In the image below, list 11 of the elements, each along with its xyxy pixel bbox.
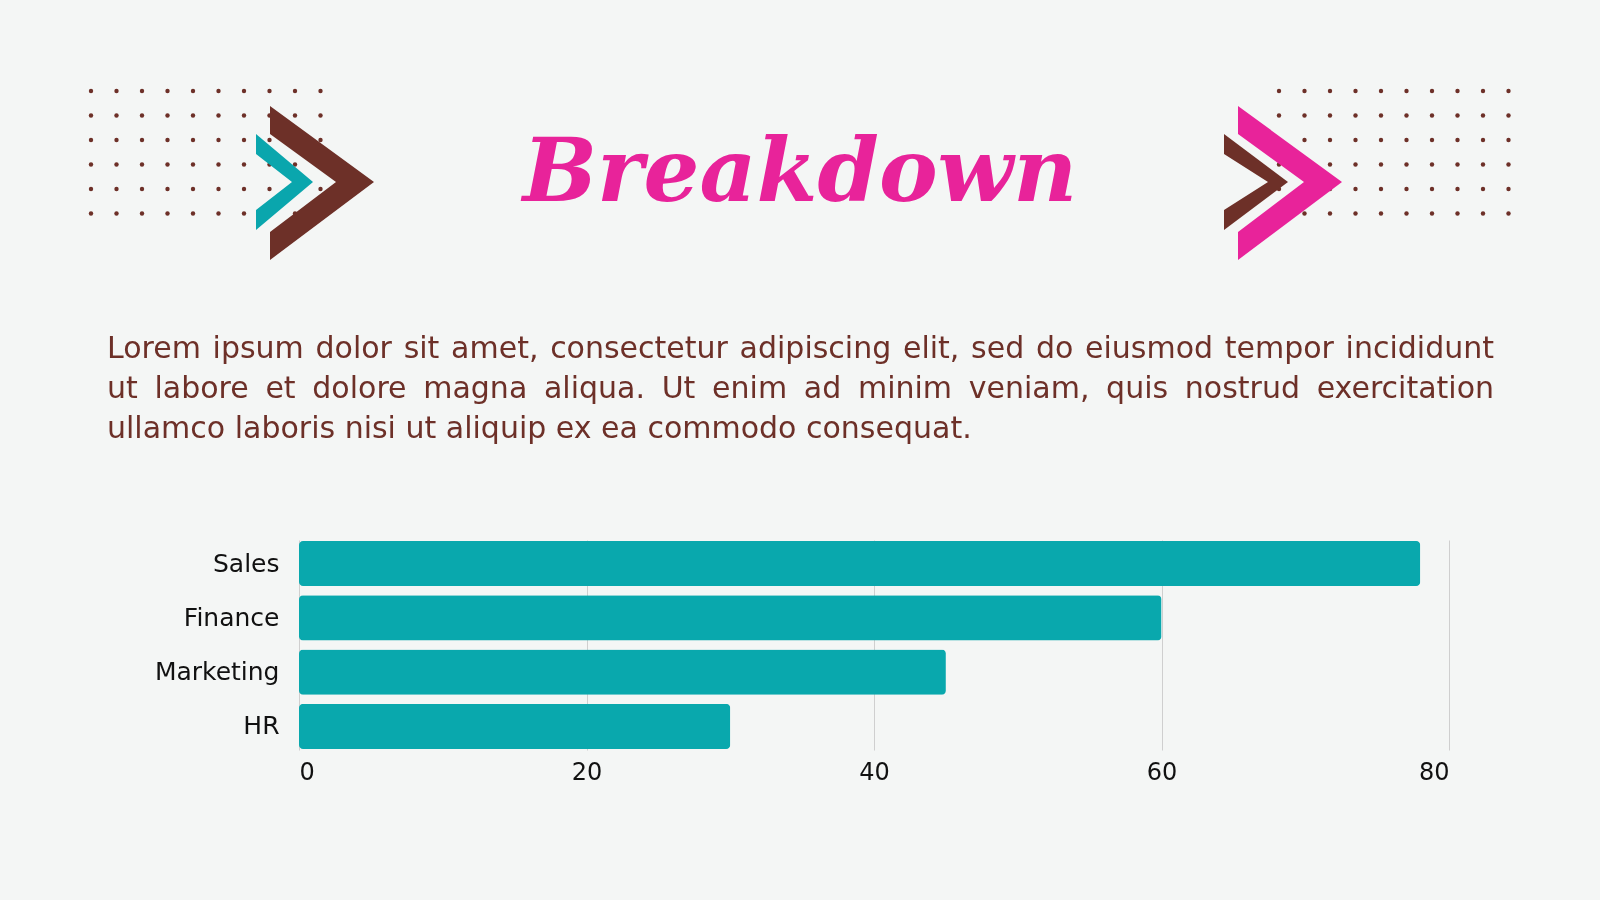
y-tick-label: Sales (212, 548, 280, 578)
y-tick-label: Finance (183, 602, 280, 632)
chart-subtitle: Lorem ipsum dolor sit amet, consectetur adipiscing elit, sed do eiusmod tempor incididunt ut labore et dolore magna aliqua. Ut enim ad minim veniam, quis nostrud exercitation ullamco laboris nisi ut aliquip ex ea commodo consequat. (107, 329, 1494, 447)
x-tick-label: 60 (1146, 757, 1178, 786)
y-tick-label: Marketing (154, 657, 280, 687)
chart-title: Breakdown (519, 118, 1079, 222)
x-tick-label: 20 (571, 757, 603, 786)
x-tick-label: 80 (1418, 757, 1450, 786)
x-tick-label: 40 (859, 757, 890, 786)
y-tick-label: HR (243, 711, 280, 741)
x-tick-label: 0 (299, 757, 315, 786)
